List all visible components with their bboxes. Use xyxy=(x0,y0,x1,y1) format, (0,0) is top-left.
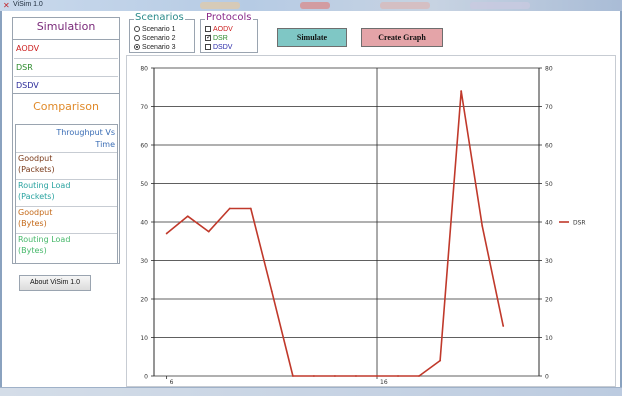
y-tick-label-left: 30 xyxy=(140,258,148,265)
y-tick-label-left: 50 xyxy=(140,181,148,188)
data-point xyxy=(312,375,315,377)
y-tick-label-right: 10 xyxy=(545,335,553,342)
comparison-item-label: (Packets) xyxy=(18,165,55,174)
y-tick-label-left: 0 xyxy=(144,374,148,381)
radio-selected-icon xyxy=(134,44,140,50)
protocol-dsr-checkbox[interactable]: DSR xyxy=(205,33,228,43)
protocol-dsdv-checkbox[interactable]: DSDV xyxy=(205,44,232,52)
taskbar-decoration xyxy=(380,2,430,9)
radio-icon xyxy=(134,35,140,41)
x-tick-label: 6 xyxy=(170,379,174,386)
y-tick-label-right: 40 xyxy=(545,220,553,227)
app-icon: ✕ xyxy=(3,1,10,10)
data-point xyxy=(228,207,231,210)
protocol-label: DSR xyxy=(213,35,228,42)
protocol-label: AODV xyxy=(213,26,233,33)
taskbar-decoration xyxy=(470,2,530,9)
data-point xyxy=(270,290,273,293)
y-tick-label-left: 20 xyxy=(140,297,148,304)
data-point xyxy=(207,230,210,233)
comparison-item-label: (Packets) xyxy=(18,192,55,201)
checkbox-icon xyxy=(205,44,211,50)
simulate-button[interactable]: Simulate xyxy=(277,28,347,47)
comparison-item-label: (Bytes) xyxy=(18,246,47,255)
status-strip xyxy=(0,387,622,396)
comparison-item-label: (Bytes) xyxy=(18,219,47,228)
create-graph-button[interactable]: Create Graph xyxy=(361,28,443,47)
y-tick-label-right: 0 xyxy=(545,374,549,381)
data-point xyxy=(376,375,378,377)
protocols-group: Protocols AODV DSR DSDV xyxy=(200,13,258,53)
data-point xyxy=(249,207,252,210)
simulation-item-dsdv[interactable]: DSDV xyxy=(14,76,118,94)
data-point xyxy=(397,375,399,377)
comparison-item-label: Goodput xyxy=(16,152,117,165)
legend-label-dsr: DSR xyxy=(573,220,586,227)
data-point xyxy=(418,375,420,377)
simulation-item-aodv[interactable]: AODV xyxy=(16,44,40,53)
y-tick-label-left: 40 xyxy=(140,220,148,227)
y-tick-label-right: 60 xyxy=(545,143,553,150)
y-tick-label-right: 50 xyxy=(545,181,553,188)
y-tick-label-left: 80 xyxy=(140,66,148,73)
data-point xyxy=(355,375,357,377)
protocol-aodv-checkbox[interactable]: AODV xyxy=(205,26,233,34)
protocol-label: DSDV xyxy=(213,44,233,51)
scenario-3-radio[interactable]: Scenario 3 xyxy=(134,44,175,52)
checkbox-checked-icon xyxy=(205,33,212,41)
simulation-item-dsr[interactable]: DSR xyxy=(14,58,118,76)
comparison-item-label: Goodput xyxy=(16,206,117,219)
series-line-dsr xyxy=(166,90,504,377)
y-tick-label-left: 60 xyxy=(140,143,148,150)
y-tick-label-left: 10 xyxy=(140,335,148,342)
scenario-1-radio[interactable]: Scenario 1 xyxy=(134,26,175,34)
comparison-item-label: Throughput Vs xyxy=(56,128,115,137)
simulation-list: AODV DSR DSDV xyxy=(13,39,119,94)
about-button[interactable]: About ViSim 1.0 xyxy=(19,275,91,291)
y-tick-label-right: 80 xyxy=(545,66,553,73)
y-tick-label-right: 20 xyxy=(545,297,553,304)
y-tick-label-right: 70 xyxy=(545,104,553,111)
y-tick-label-left: 70 xyxy=(140,104,148,111)
scenario-label: Scenario 2 xyxy=(142,35,176,42)
data-point xyxy=(334,375,336,377)
data-point xyxy=(291,375,294,377)
data-point xyxy=(460,90,463,92)
data-point xyxy=(481,224,484,227)
radio-icon xyxy=(134,26,140,32)
scenarios-group: Scenarios Scenario 1 Scenario 2 Scenario… xyxy=(129,13,195,53)
checkbox-icon xyxy=(205,26,211,32)
taskbar-decoration xyxy=(200,2,240,9)
line-chart: 0 0 10 10 20 20 30 30 40 40 50 50 60 60 70 70 80 80 6 16 DSR xyxy=(140,66,586,387)
taskbar-decoration xyxy=(300,2,330,9)
left-panel: Simulation AODV DSR DSDV Comparison Thro… xyxy=(12,17,120,264)
y-tick-label-right: 30 xyxy=(545,258,553,265)
x-tick-label: 16 xyxy=(380,379,388,386)
comparison-item-label: Time xyxy=(95,140,115,149)
data-point xyxy=(165,232,168,235)
simulation-heading: Simulation xyxy=(36,20,96,33)
title-bar: ✕ ViSim 1.0 xyxy=(0,0,622,11)
comparison-list: Throughput Vs Time Goodput (Packets) Rou… xyxy=(15,124,118,264)
chart-panel: 0 0 10 10 20 20 30 30 40 40 50 50 60 60 70 70 80 80 6 16 DSR xyxy=(126,55,616,387)
scenario-2-radio[interactable]: Scenario 2 xyxy=(134,35,175,43)
window-title: ViSim 1.0 xyxy=(13,1,43,8)
data-point xyxy=(439,359,442,362)
protocols-legend: Protocols xyxy=(205,12,253,23)
scenario-label: Scenario 1 xyxy=(142,26,176,33)
data-point xyxy=(186,215,189,218)
data-point xyxy=(502,325,505,327)
scenarios-legend: Scenarios xyxy=(134,12,185,23)
comparison-item-label: Routing Load xyxy=(16,233,117,246)
scenario-label: Scenario 3 xyxy=(142,44,176,51)
comparison-item-label: Routing Load xyxy=(16,179,117,192)
comparison-heading: Comparison xyxy=(33,100,99,113)
